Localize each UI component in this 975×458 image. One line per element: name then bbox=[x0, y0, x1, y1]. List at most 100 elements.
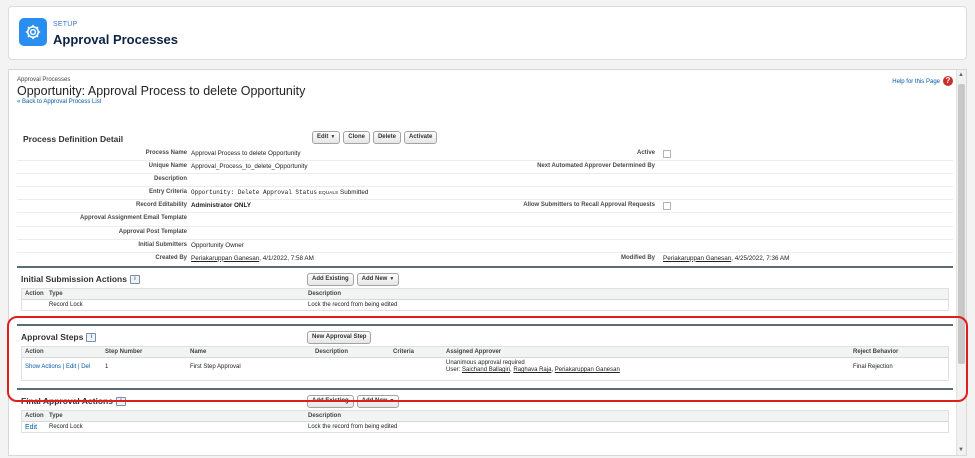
column-header: Type bbox=[49, 291, 63, 297]
field-row: Record Editability Administrator ONLY Al… bbox=[17, 200, 953, 214]
cell-description: Lock the record from being edited bbox=[308, 302, 398, 308]
column-header: Type bbox=[49, 413, 63, 419]
section-title: Approval Steps i bbox=[21, 332, 97, 343]
column-header: Action bbox=[25, 291, 44, 297]
criteria-field: Opportunity: Delete Approval Status bbox=[191, 189, 318, 197]
field-label: Record Editability bbox=[135, 202, 187, 209]
add-new-button[interactable]: Add New ▼ bbox=[356, 273, 400, 286]
column-header: Description bbox=[308, 413, 342, 419]
gear-icon bbox=[19, 18, 47, 46]
cell-step-number: 1 bbox=[105, 364, 109, 370]
table-header: Action Type Description bbox=[22, 289, 948, 300]
back-to-list-link[interactable]: « Back to Approval Process List bbox=[17, 99, 102, 105]
modified-date: , 4/25/2022, 7:36 AM bbox=[731, 254, 790, 262]
approver-link[interactable]: Raghava Raja bbox=[513, 367, 552, 373]
created-by-user-link[interactable]: Periakaruppan Ganesan bbox=[191, 254, 260, 262]
field-value: Opportunity Owner bbox=[191, 241, 244, 249]
section-header: Final Approval Actions i Add Existing Add… bbox=[17, 390, 953, 410]
info-icon[interactable]: i bbox=[86, 333, 97, 343]
section-title-text: Final Approval Actions bbox=[21, 396, 113, 406]
vertical-scrollbar[interactable]: ▲ ▼ bbox=[956, 70, 966, 455]
section-title: Initial Submission Actions i bbox=[21, 274, 140, 285]
new-approval-step-button[interactable]: New Approval Step bbox=[307, 331, 372, 344]
table-header: Action Type Description bbox=[22, 411, 948, 422]
approver-prefix: User: bbox=[446, 367, 463, 373]
add-new-label: Add New bbox=[361, 398, 388, 404]
section-toolbar: Add Existing Add New ▼ bbox=[307, 273, 400, 286]
field-row: Process Name Approval Process to delete … bbox=[17, 148, 953, 162]
section-title-text: Approval Steps bbox=[21, 332, 84, 342]
criteria-operator: EQUALS bbox=[318, 191, 339, 197]
field-label: Active bbox=[636, 150, 655, 156]
field-label: Process Name bbox=[145, 150, 187, 156]
delete-button[interactable]: Delete bbox=[372, 131, 401, 144]
table-header: Action Step Number Name Description Crit… bbox=[22, 347, 948, 358]
edit-button[interactable]: Edit ▼ bbox=[312, 131, 341, 144]
add-new-label: Add New bbox=[361, 276, 388, 282]
activate-button[interactable]: Activate bbox=[403, 131, 438, 144]
edit-link[interactable]: Edit bbox=[25, 424, 38, 431]
table-row: Edit Record Lock Lock the record from be… bbox=[22, 422, 948, 432]
scroll-thumb[interactable] bbox=[958, 84, 965, 364]
modified-by-user-link[interactable]: Periakaruppan Ganesan bbox=[663, 254, 732, 262]
cell-assigned-approvers: User: Saichand Ballagiri, Raghava Raja, … bbox=[446, 367, 620, 373]
scroll-up-icon[interactable]: ▲ bbox=[958, 72, 964, 78]
section-header: Approval Steps i New Approval Step bbox=[17, 326, 953, 346]
delete-link[interactable]: Del bbox=[81, 364, 91, 370]
table-row: Show Actions | Edit | Del 1 First Step A… bbox=[22, 358, 948, 380]
field-row: Approval Post Template bbox=[17, 227, 953, 240]
show-actions-link[interactable]: Show Actions bbox=[25, 364, 62, 370]
chevron-down-icon: ▼ bbox=[389, 276, 395, 282]
column-header: Reject Behavior bbox=[853, 349, 899, 355]
column-header: Description bbox=[308, 291, 342, 297]
info-icon[interactable]: i bbox=[129, 275, 140, 285]
scroll-down-icon[interactable]: ▼ bbox=[958, 447, 964, 453]
help-icon[interactable]: ? bbox=[943, 76, 953, 86]
field-label: Allow Submitters to Recall Approval Requ… bbox=[523, 202, 655, 209]
cell-approval-rule: Unanimous approval required bbox=[446, 360, 525, 366]
field-label: Description bbox=[153, 176, 187, 183]
approver-link[interactable]: Periakaruppan Ganesan bbox=[554, 367, 620, 373]
edit-link[interactable]: Edit bbox=[65, 364, 77, 370]
add-existing-button[interactable]: Add Existing bbox=[307, 273, 354, 286]
column-header: Step Number bbox=[105, 349, 143, 355]
column-header: Name bbox=[190, 349, 207, 355]
clone-button[interactable]: Clone bbox=[343, 131, 370, 144]
separator: | bbox=[76, 364, 82, 370]
field-label: Created By bbox=[155, 254, 187, 261]
table-row: Record Lock Lock the record from being e… bbox=[22, 300, 948, 310]
section-title-text: Initial Submission Actions bbox=[21, 274, 127, 284]
chevron-down-icon: ▼ bbox=[389, 398, 395, 404]
setup-header: SETUP Approval Processes bbox=[8, 6, 967, 60]
field-row: Entry Criteria Opportunity: Delete Appro… bbox=[17, 187, 953, 201]
approval-steps-section: Approval Steps i New Approval Step Action… bbox=[17, 324, 953, 381]
active-checkbox bbox=[663, 150, 671, 160]
separator: , bbox=[551, 367, 555, 373]
row-actions: Show Actions | Edit | Del bbox=[25, 364, 90, 370]
separator: , bbox=[510, 367, 514, 373]
related-list-table: Action Type Description Edit Record Lock… bbox=[21, 410, 949, 433]
add-new-button[interactable]: Add New ▼ bbox=[356, 395, 400, 408]
process-definition-table: Process Name Approval Process to delete … bbox=[17, 148, 953, 265]
page-title: Approval Processes bbox=[53, 32, 179, 47]
field-row: Created By Periakaruppan Ganesan, 4/1/20… bbox=[17, 253, 953, 265]
field-label: Initial Submitters bbox=[138, 241, 187, 248]
section-toolbar: New Approval Step bbox=[307, 331, 372, 344]
related-list-table: Action Type Description Record Lock Lock… bbox=[21, 288, 949, 311]
field-label: Next Automated Approver Determined By bbox=[537, 163, 655, 170]
section-toolbar: Add Existing Add New ▼ bbox=[307, 395, 400, 408]
approver-link[interactable]: Saichand Ballagiri bbox=[462, 367, 511, 373]
help-link[interactable]: Help for this Page bbox=[892, 79, 940, 85]
setup-breadcrumb: SETUP bbox=[53, 21, 78, 28]
detail-toolbar: Edit ▼ Clone Delete Activate bbox=[312, 131, 438, 144]
info-icon[interactable]: i bbox=[115, 397, 126, 407]
field-label: Modified By bbox=[621, 254, 655, 261]
field-row: Initial Submitters Opportunity Owner bbox=[17, 240, 953, 253]
page-type-label: Approval Processes bbox=[17, 77, 71, 83]
add-existing-button[interactable]: Add Existing bbox=[307, 395, 354, 408]
field-label: Unique Name bbox=[148, 163, 187, 170]
section-title: Final Approval Actions i bbox=[21, 396, 126, 407]
cell-reject-behavior: Final Rejection bbox=[853, 364, 893, 370]
process-definition-header: Process Definition Detail Edit ▼ Clone De… bbox=[17, 129, 953, 148]
column-header: Description bbox=[315, 349, 349, 355]
